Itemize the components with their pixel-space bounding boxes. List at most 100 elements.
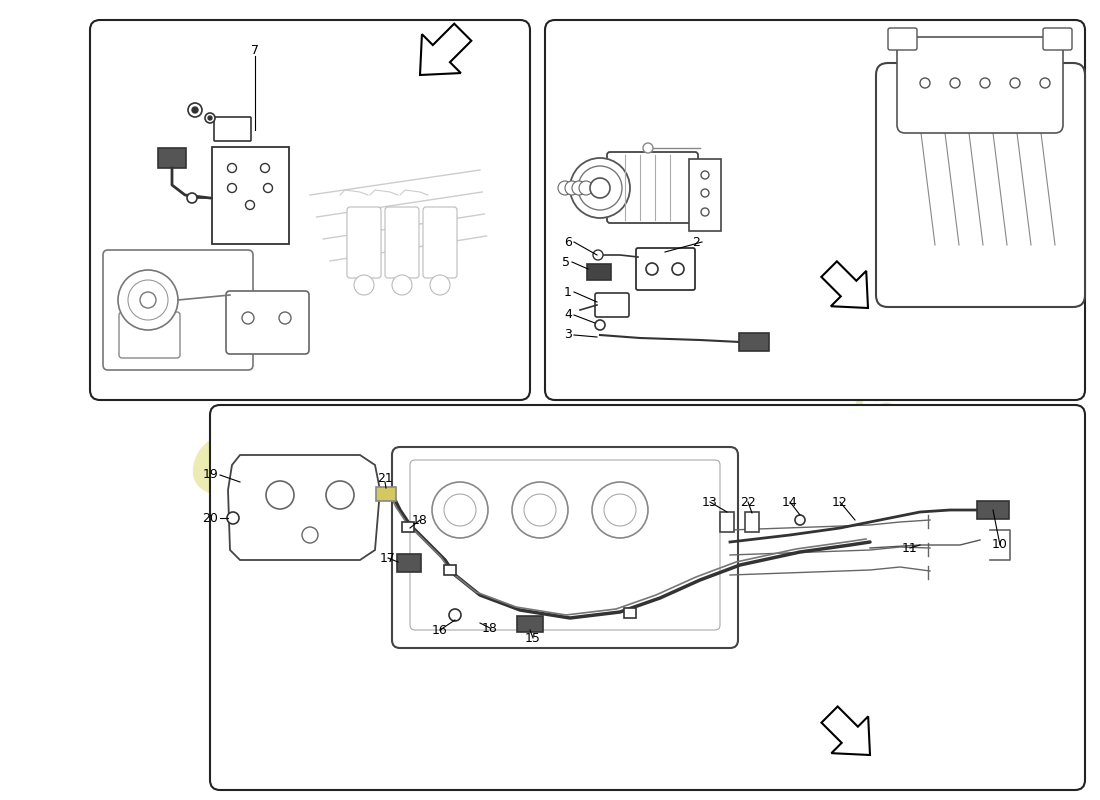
FancyBboxPatch shape xyxy=(214,117,251,141)
Circle shape xyxy=(242,312,254,324)
Text: 2: 2 xyxy=(692,235,700,249)
Text: europ: europ xyxy=(180,406,559,574)
Text: 13: 13 xyxy=(702,495,718,509)
FancyBboxPatch shape xyxy=(392,447,738,648)
FancyBboxPatch shape xyxy=(376,487,396,501)
Circle shape xyxy=(326,481,354,509)
Text: 3: 3 xyxy=(564,329,572,342)
Circle shape xyxy=(644,143,653,153)
Circle shape xyxy=(140,292,156,308)
Circle shape xyxy=(228,183,236,193)
Circle shape xyxy=(558,181,572,195)
Circle shape xyxy=(950,78,960,88)
Circle shape xyxy=(570,158,630,218)
Text: 5: 5 xyxy=(562,255,570,269)
FancyBboxPatch shape xyxy=(385,207,419,278)
Circle shape xyxy=(279,312,292,324)
FancyBboxPatch shape xyxy=(595,293,629,317)
Circle shape xyxy=(264,183,273,193)
Text: 14: 14 xyxy=(782,495,797,509)
FancyBboxPatch shape xyxy=(210,405,1085,790)
Circle shape xyxy=(430,275,450,295)
Text: 16: 16 xyxy=(432,623,448,637)
FancyBboxPatch shape xyxy=(544,20,1085,400)
FancyBboxPatch shape xyxy=(158,148,186,168)
FancyBboxPatch shape xyxy=(346,207,381,278)
Circle shape xyxy=(920,78,929,88)
Circle shape xyxy=(980,78,990,88)
FancyBboxPatch shape xyxy=(888,28,917,50)
Text: 7: 7 xyxy=(251,43,258,57)
Text: 19: 19 xyxy=(202,469,218,482)
Polygon shape xyxy=(822,262,868,308)
Circle shape xyxy=(118,270,178,330)
FancyBboxPatch shape xyxy=(397,554,421,572)
Circle shape xyxy=(432,482,488,538)
Text: 11: 11 xyxy=(902,542,917,554)
Circle shape xyxy=(1040,78,1050,88)
Polygon shape xyxy=(420,24,471,75)
Circle shape xyxy=(701,208,710,216)
FancyBboxPatch shape xyxy=(119,312,180,358)
Circle shape xyxy=(192,107,198,113)
Text: 22: 22 xyxy=(740,495,756,509)
Circle shape xyxy=(512,482,568,538)
Circle shape xyxy=(392,275,412,295)
Text: 18: 18 xyxy=(412,514,428,526)
FancyBboxPatch shape xyxy=(517,616,543,632)
Text: ares: ares xyxy=(537,424,823,576)
FancyBboxPatch shape xyxy=(720,512,734,532)
Text: a passion for parts since 1985: a passion for parts since 1985 xyxy=(311,578,689,662)
Text: 1: 1 xyxy=(564,286,572,298)
FancyBboxPatch shape xyxy=(745,512,759,532)
FancyBboxPatch shape xyxy=(896,37,1063,133)
FancyBboxPatch shape xyxy=(402,522,414,532)
FancyBboxPatch shape xyxy=(1043,28,1072,50)
Circle shape xyxy=(578,166,621,210)
Circle shape xyxy=(228,163,236,173)
Text: 10: 10 xyxy=(992,538,1008,551)
Circle shape xyxy=(188,103,202,117)
Circle shape xyxy=(646,263,658,275)
Text: 17: 17 xyxy=(381,551,396,565)
FancyBboxPatch shape xyxy=(226,291,309,354)
Circle shape xyxy=(205,113,214,123)
Circle shape xyxy=(187,193,197,203)
Circle shape xyxy=(595,320,605,330)
FancyBboxPatch shape xyxy=(739,333,769,351)
Circle shape xyxy=(572,181,586,195)
Circle shape xyxy=(354,275,374,295)
Circle shape xyxy=(266,481,294,509)
Circle shape xyxy=(565,181,579,195)
Circle shape xyxy=(701,189,710,197)
Circle shape xyxy=(261,163,270,173)
Text: 6: 6 xyxy=(564,235,572,249)
FancyBboxPatch shape xyxy=(444,565,456,575)
Circle shape xyxy=(795,515,805,525)
FancyBboxPatch shape xyxy=(103,250,253,370)
Circle shape xyxy=(1010,78,1020,88)
Text: 12: 12 xyxy=(832,495,848,509)
Circle shape xyxy=(701,171,710,179)
Text: 18: 18 xyxy=(482,622,498,634)
Circle shape xyxy=(590,178,610,198)
FancyBboxPatch shape xyxy=(636,248,695,290)
Circle shape xyxy=(444,494,476,526)
Circle shape xyxy=(592,482,648,538)
FancyBboxPatch shape xyxy=(90,20,530,400)
Text: 21: 21 xyxy=(377,471,393,485)
FancyBboxPatch shape xyxy=(876,63,1085,307)
Circle shape xyxy=(128,280,168,320)
FancyBboxPatch shape xyxy=(410,460,720,630)
Circle shape xyxy=(593,250,603,260)
FancyBboxPatch shape xyxy=(587,264,610,280)
Polygon shape xyxy=(228,455,380,560)
Circle shape xyxy=(208,116,212,120)
Polygon shape xyxy=(822,706,870,755)
Text: 15: 15 xyxy=(525,631,541,645)
FancyBboxPatch shape xyxy=(977,501,1009,519)
Circle shape xyxy=(302,527,318,543)
Circle shape xyxy=(672,263,684,275)
Circle shape xyxy=(604,494,636,526)
FancyBboxPatch shape xyxy=(212,147,289,244)
